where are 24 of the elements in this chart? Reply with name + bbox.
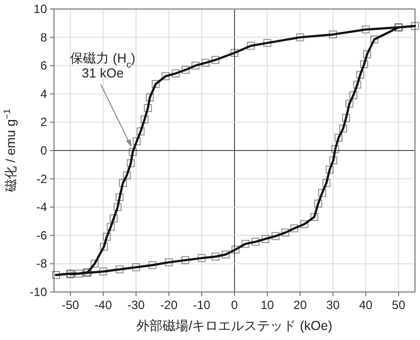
annotation: 保磁力 (H$_{c}$) 31 kOe: [70, 50, 136, 80]
y-tick-label: 2: [40, 115, 48, 130]
x-tick-label: 0: [231, 298, 238, 312]
y-tick-label: -6: [36, 228, 48, 242]
y-tick-label: -2: [36, 172, 48, 186]
y-tick-label: 0: [40, 144, 48, 158]
y-tick-label: 6: [40, 58, 48, 73]
x-tick-label: 30: [326, 298, 340, 312]
y-tick-label: -8: [36, 256, 48, 271]
x-tick-label: -40: [94, 298, 112, 312]
x-axis-title: 外部磁場/キロエルステッド (kOe): [136, 318, 332, 333]
x-tick-label: -10: [193, 298, 211, 312]
y-tick-label: 8: [40, 30, 48, 44]
x-tick-label: -20: [160, 298, 178, 312]
x-tick-label: 10: [260, 298, 274, 312]
y-tick-label: 4: [40, 86, 48, 101]
y-tick-label: -10: [30, 285, 48, 299]
x-tick-label: 40: [359, 298, 373, 312]
x-tick-label: 20: [293, 298, 308, 312]
x-tick-label: 50: [392, 298, 406, 312]
x-tick-label: -50: [62, 298, 80, 312]
x-tick-label: -30: [127, 298, 146, 312]
y-tick-label: -4: [36, 200, 48, 214]
y-tick-label: 10: [34, 2, 48, 16]
